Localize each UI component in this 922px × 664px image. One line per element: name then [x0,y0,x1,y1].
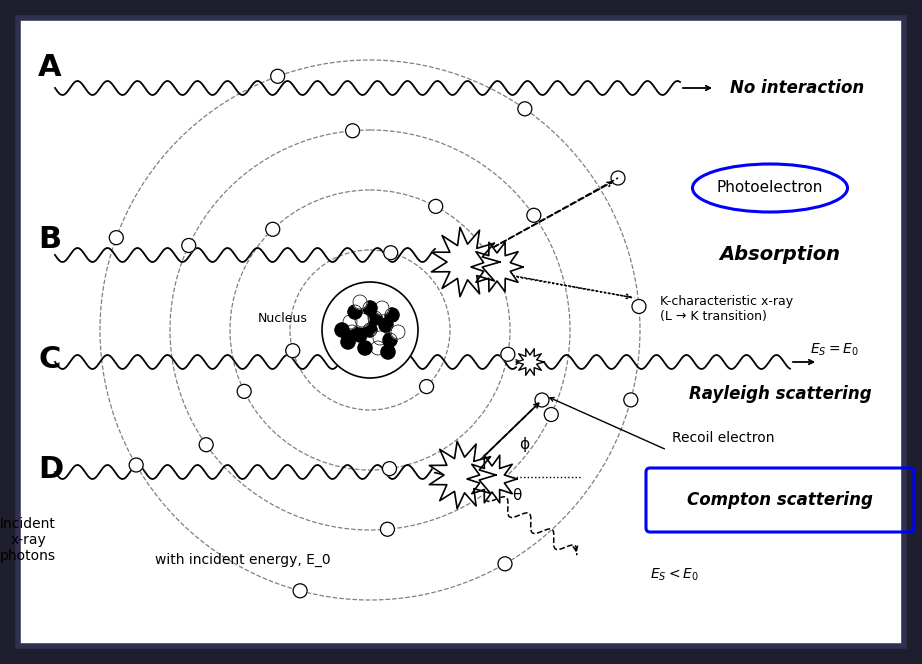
Circle shape [381,523,395,537]
Circle shape [632,299,646,313]
Circle shape [498,557,512,571]
Text: Photoelectron: Photoelectron [716,181,823,195]
Text: B: B [38,226,61,254]
Polygon shape [516,349,544,375]
Text: Recoil electron: Recoil electron [672,431,774,445]
Circle shape [358,341,372,355]
Polygon shape [467,456,517,503]
Circle shape [624,393,638,407]
Circle shape [535,393,549,407]
Text: ϕ: ϕ [519,438,529,452]
Circle shape [110,230,124,244]
Circle shape [384,246,397,260]
Circle shape [371,341,385,355]
Circle shape [383,461,396,475]
Circle shape [353,295,367,309]
Text: No interaction: No interaction [730,79,864,97]
Circle shape [346,124,360,137]
Text: Rayleigh scattering: Rayleigh scattering [689,385,871,403]
Circle shape [385,308,399,322]
Circle shape [353,328,367,342]
Polygon shape [430,442,496,509]
Circle shape [429,199,443,213]
Text: D: D [38,456,64,485]
Circle shape [363,323,377,337]
Circle shape [368,311,382,325]
Circle shape [363,301,377,315]
Circle shape [343,315,357,329]
Circle shape [544,408,558,422]
Circle shape [345,325,359,339]
Text: Incident
x-ray
photons: Incident x-ray photons [0,517,56,563]
Circle shape [501,347,514,361]
Circle shape [199,438,213,452]
Circle shape [271,69,285,83]
Circle shape [237,384,251,398]
Circle shape [266,222,279,236]
Circle shape [286,344,300,358]
FancyBboxPatch shape [18,18,904,646]
Circle shape [355,313,369,327]
Circle shape [379,318,393,332]
Circle shape [383,333,397,347]
Circle shape [129,458,143,472]
Circle shape [335,323,349,337]
Polygon shape [471,242,523,291]
Circle shape [373,331,387,345]
Circle shape [348,305,362,319]
Text: C: C [38,345,60,374]
Text: Compton scattering: Compton scattering [687,491,873,509]
Text: Nucleus: Nucleus [258,311,308,325]
Circle shape [375,301,389,315]
Circle shape [182,238,195,252]
Circle shape [322,282,418,378]
Circle shape [341,335,355,349]
Text: $E_S < E_0$: $E_S < E_0$ [650,567,699,583]
Circle shape [391,325,405,339]
Circle shape [381,345,395,359]
Circle shape [518,102,532,116]
Text: A: A [38,54,62,82]
Circle shape [293,584,307,598]
Polygon shape [431,227,500,297]
Text: θ: θ [513,487,522,503]
Text: with incident energy, E_0: with incident energy, E_0 [155,553,331,567]
Text: K-characteristic x-ray
(L → K transition): K-characteristic x-ray (L → K transition… [660,295,793,323]
Text: $E_S = E_0$: $E_S = E_0$ [810,342,858,358]
Text: Absorption: Absorption [719,246,841,264]
Circle shape [611,171,625,185]
Circle shape [420,380,433,394]
Circle shape [526,208,541,222]
